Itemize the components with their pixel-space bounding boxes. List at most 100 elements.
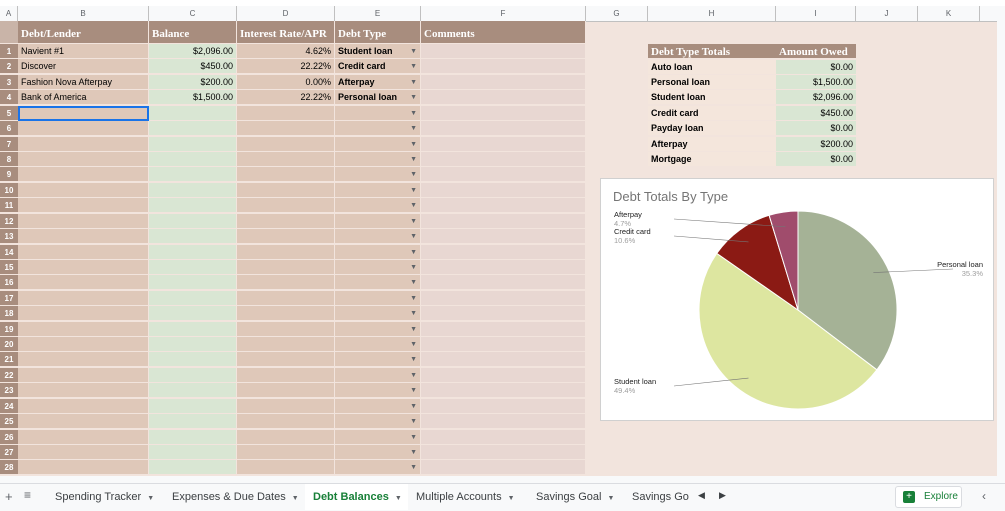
cell-lender[interactable] — [18, 321, 149, 337]
cell-debt-type[interactable]: ▼ — [335, 429, 421, 445]
cell-balance[interactable] — [149, 259, 237, 275]
cell-interest-rate[interactable]: 0.00% — [237, 74, 335, 90]
cell-interest-rate[interactable]: 22.22% — [237, 90, 335, 106]
row-header[interactable]: 20 — [0, 337, 18, 352]
cell-balance[interactable] — [149, 136, 237, 152]
cell-comments[interactable] — [421, 414, 586, 430]
cell-comments[interactable] — [421, 352, 586, 368]
cell-balance[interactable] — [149, 182, 237, 198]
cell-comments[interactable] — [421, 44, 586, 59]
cell-lender[interactable] — [18, 259, 149, 275]
row-header[interactable]: 14 — [0, 244, 18, 260]
summary-header-amount[interactable]: Amount Owed — [776, 44, 856, 59]
column-header-g[interactable]: G — [586, 6, 648, 21]
cell-balance[interactable] — [149, 229, 237, 244]
cell-comments[interactable] — [421, 244, 586, 260]
cell-balance[interactable] — [149, 290, 237, 306]
row-header[interactable]: 26 — [0, 429, 18, 445]
summary-type[interactable]: Credit card — [648, 105, 776, 121]
cell-comments[interactable] — [421, 290, 586, 306]
cell-comments[interactable] — [421, 105, 586, 121]
cell-balance[interactable] — [149, 275, 237, 291]
dropdown-arrow-icon[interactable]: ▼ — [410, 155, 417, 163]
cell-interest-rate[interactable] — [237, 167, 335, 183]
dropdown-arrow-icon[interactable]: ▼ — [410, 387, 417, 395]
dropdown-arrow-icon[interactable]: ▼ — [410, 171, 417, 179]
cell-comments[interactable] — [421, 151, 586, 167]
cell-debt-type[interactable]: ▼ — [335, 105, 421, 121]
cell-comments[interactable] — [421, 321, 586, 337]
summary-amount[interactable]: $0.00 — [776, 59, 856, 75]
cell-comments[interactable] — [421, 229, 586, 244]
cell-interest-rate[interactable] — [237, 244, 335, 260]
collapse-side-panel-icon[interactable]: ‹ — [982, 489, 986, 503]
cell-debt-type[interactable]: ▼ — [335, 244, 421, 260]
cell-comments[interactable] — [421, 121, 586, 137]
cell-interest-rate[interactable]: 22.22% — [237, 59, 335, 75]
cell-balance[interactable] — [149, 337, 237, 352]
cell-debt-type[interactable]: Credit card ▼ — [335, 59, 421, 75]
dropdown-arrow-icon[interactable]: ▼ — [410, 371, 417, 379]
cell-comments[interactable] — [421, 337, 586, 352]
column-header-f[interactable]: F — [421, 6, 586, 21]
cell-balance[interactable] — [149, 244, 237, 260]
cell-lender[interactable] — [18, 383, 149, 399]
header-balance[interactable]: Balance — [149, 21, 237, 44]
sheet-tab[interactable]: Savings Goal ▼ — [528, 484, 624, 510]
cell-debt-type[interactable]: ▼ — [335, 121, 421, 137]
cell-balance[interactable] — [149, 444, 237, 460]
cell-comments[interactable] — [421, 167, 586, 183]
row-header[interactable]: 24 — [0, 398, 18, 414]
cell-balance[interactable] — [149, 105, 237, 121]
cell-lender[interactable]: Bank of America — [18, 90, 149, 106]
cell-balance[interactable]: $2,096.00 — [149, 44, 237, 59]
cell-debt-type[interactable]: ▼ — [335, 414, 421, 430]
dropdown-arrow-icon[interactable]: ▼ — [410, 48, 417, 55]
cell-interest-rate[interactable] — [237, 136, 335, 152]
row-header[interactable]: 4 — [0, 90, 18, 106]
cell-interest-rate[interactable] — [237, 229, 335, 244]
cell-lender[interactable]: Fashion Nova Afterpay — [18, 74, 149, 90]
cell-interest-rate[interactable] — [237, 198, 335, 214]
cell-comments[interactable] — [421, 213, 586, 229]
tab-menu-caret-icon[interactable]: ▼ — [147, 495, 155, 502]
summary-type[interactable]: Mortgage — [648, 152, 776, 167]
scroll-tabs-right-icon[interactable]: ▶ — [719, 490, 726, 500]
summary-amount[interactable]: $450.00 — [776, 105, 856, 121]
cell-debt-type[interactable]: ▼ — [335, 182, 421, 198]
summary-type[interactable]: Auto loan — [648, 59, 776, 75]
cell-debt-type[interactable]: ▼ — [335, 198, 421, 214]
cell-interest-rate[interactable] — [237, 182, 335, 198]
cell-interest-rate[interactable] — [237, 444, 335, 460]
cell-lender[interactable] — [18, 121, 149, 137]
cell-lender[interactable] — [18, 429, 149, 445]
cell-debt-type[interactable]: ▼ — [335, 383, 421, 399]
summary-type[interactable]: Payday loan — [648, 121, 776, 137]
cell-lender[interactable] — [18, 244, 149, 260]
row-header[interactable]: 27 — [0, 444, 18, 460]
summary-header-type[interactable]: Debt Type Totals — [648, 44, 776, 59]
cell-balance[interactable] — [149, 306, 237, 322]
cell-lender[interactable] — [18, 444, 149, 460]
cell-lender[interactable] — [18, 275, 149, 291]
cell-balance[interactable] — [149, 429, 237, 445]
row-header[interactable]: 5 — [0, 105, 18, 121]
cell-comments[interactable] — [421, 429, 586, 445]
row-header[interactable]: 9 — [0, 167, 18, 183]
cell-comments[interactable] — [421, 259, 586, 275]
row-header[interactable]: 6 — [0, 121, 18, 137]
row-header[interactable]: 8 — [0, 151, 18, 167]
column-header-d[interactable]: D — [237, 6, 335, 21]
dropdown-arrow-icon[interactable]: ▼ — [410, 248, 417, 256]
cell-lender[interactable] — [18, 352, 149, 368]
dropdown-arrow-icon[interactable]: ▼ — [410, 94, 417, 102]
cell-comments[interactable] — [421, 367, 586, 383]
explore-button[interactable]: + Explore — [895, 486, 962, 508]
cell-comments[interactable] — [421, 306, 586, 322]
cell-debt-type[interactable]: ▼ — [335, 151, 421, 167]
column-header-c[interactable]: C — [149, 6, 237, 21]
row-header[interactable]: 2 — [0, 59, 18, 75]
cell-debt-type[interactable]: ▼ — [335, 337, 421, 352]
row-header[interactable]: 1 — [0, 44, 18, 59]
cell-interest-rate[interactable] — [237, 414, 335, 430]
